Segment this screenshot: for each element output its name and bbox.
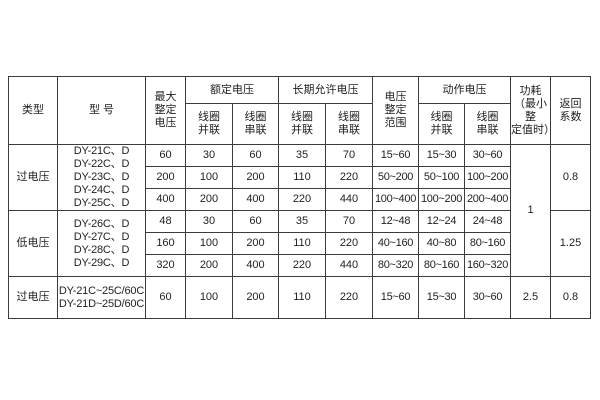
relay-spec-table: 类型 型 号 最大 整定 电压 额定电压 长期允许电压 电压 整定 范围 动作电… xyxy=(8,76,591,319)
cell: 80~160 xyxy=(418,254,465,277)
header-voltage-setting-range: 电压 整定 范围 xyxy=(372,76,419,145)
group3-type: 过电压 xyxy=(8,276,58,319)
cell: 400 xyxy=(232,254,279,277)
cell: 440 xyxy=(325,188,373,211)
table-row: 低电压 DY-26C、D DY-27C、D DY-28C、D DY-29C、D … xyxy=(8,210,591,277)
cell: 220 xyxy=(278,254,326,277)
cell: 400 xyxy=(232,188,279,211)
group1-return-coefficient: 0.8 xyxy=(550,144,591,211)
cell: 320 xyxy=(145,254,186,277)
cell: 15~30 xyxy=(418,144,465,167)
spec-table-container: 类型 型 号 最大 整定 电压 额定电压 长期允许电压 电压 整定 范围 动作电… xyxy=(8,76,591,319)
cell: 220 xyxy=(278,188,326,211)
cell: 110 xyxy=(278,276,326,319)
cell: 440 xyxy=(325,254,373,277)
header-coil-series-operating: 线圈 串联 xyxy=(464,103,511,145)
cell: 24~48 xyxy=(464,210,511,233)
cell: 200 xyxy=(232,276,279,319)
header-type: 类型 xyxy=(8,76,58,145)
header-long-term-voltage: 长期允许电压 xyxy=(278,76,373,104)
cell: 12~48 xyxy=(372,210,419,233)
header-row-2: 线圈 并联 线圈 串联 线圈 并联 线圈 串联 线圈 并联 线圈 串联 xyxy=(9,103,591,145)
cell: 40~160 xyxy=(372,232,419,255)
header-coil-parallel-operating: 线圈 并联 xyxy=(418,103,465,145)
cell: 40~80 xyxy=(418,232,465,255)
header-coil-parallel-longterm: 线圈 并联 xyxy=(278,103,326,145)
table-row: 过电压 DY-21C、D DY-22C、D DY-23C、D DY-24C、D … xyxy=(8,144,591,277)
cell: 100~200 xyxy=(464,166,511,189)
cell: 200 xyxy=(232,166,279,189)
power-consumption-groups-1-2: 1 xyxy=(510,144,551,277)
table-row: 160 100 200 110 220 40~160 40~80 80~160 xyxy=(9,232,591,255)
cell: 200 xyxy=(185,188,233,211)
cell: 35 xyxy=(278,210,326,233)
cell: 60 xyxy=(232,144,279,167)
cell: 110 xyxy=(278,232,326,255)
table-row: 400 200 400 220 440 100~400 100~200 200~… xyxy=(9,188,591,211)
cell: 48 xyxy=(145,210,186,233)
cell: 160~320 xyxy=(464,254,511,277)
cell: 50~200 xyxy=(372,166,419,189)
header-model: 型 号 xyxy=(57,76,146,145)
header-coil-series-longterm: 线圈 串联 xyxy=(325,103,373,145)
group1-models: DY-21C、D DY-22C、D DY-23C、D DY-24C、D DY-2… xyxy=(57,144,146,211)
group3-models: DY-21C~25C/60C DY-21D~25D/60C xyxy=(57,276,146,319)
cell: 200 xyxy=(232,232,279,255)
header-operating-voltage: 动作电压 xyxy=(418,76,511,104)
cell: 15~60 xyxy=(372,276,419,319)
cell: 220 xyxy=(325,166,373,189)
group2-models: DY-26C、D DY-27C、D DY-28C、D DY-29C、D xyxy=(57,210,146,277)
cell: 80~160 xyxy=(464,232,511,255)
cell: 60 xyxy=(145,144,186,167)
cell: 100 xyxy=(185,166,233,189)
header-coil-parallel-rated: 线圈 并联 xyxy=(185,103,233,145)
cell: 220 xyxy=(325,232,373,255)
cell: 50~100 xyxy=(418,166,465,189)
header-power-consumption: 功耗 （最小整 定值时） xyxy=(510,76,551,145)
cell: 70 xyxy=(325,210,373,233)
group3-return-coefficient: 0.8 xyxy=(550,276,591,319)
cell: 100~400 xyxy=(372,188,419,211)
cell: 200~400 xyxy=(464,188,511,211)
group1-type: 过电压 xyxy=(8,144,58,211)
cell: 60 xyxy=(145,276,186,319)
cell: 200 xyxy=(145,166,186,189)
group2-type: 低电压 xyxy=(8,210,58,277)
cell: 200 xyxy=(185,254,233,277)
cell: 100 xyxy=(185,276,233,319)
group2-return-coefficient: 1.25 xyxy=(550,210,591,277)
cell: 15~60 xyxy=(372,144,419,167)
header-row-1: 类型 型 号 最大 整定 电压 额定电压 长期允许电压 电压 整定 范围 动作电… xyxy=(8,76,591,145)
cell: 110 xyxy=(278,166,326,189)
cell: 30 xyxy=(185,144,233,167)
cell: 12~24 xyxy=(418,210,465,233)
cell: 400 xyxy=(145,188,186,211)
cell: 220 xyxy=(325,276,373,319)
cell: 30 xyxy=(185,210,233,233)
cell: 60 xyxy=(232,210,279,233)
cell: 30~60 xyxy=(464,276,511,319)
group3-power-consumption: 2.5 xyxy=(510,276,551,319)
header-coil-series-rated: 线圈 串联 xyxy=(232,103,279,145)
header-return-coefficient: 返回 系数 xyxy=(550,76,591,145)
cell: 35 xyxy=(278,144,326,167)
cell: 100~200 xyxy=(418,188,465,211)
cell: 15~30 xyxy=(418,276,465,319)
header-rated-voltage: 额定电压 xyxy=(185,76,279,104)
cell: 30~60 xyxy=(464,144,511,167)
header-max-setting-voltage: 最大 整定 电压 xyxy=(145,76,186,145)
cell: 70 xyxy=(325,144,373,167)
cell: 100 xyxy=(185,232,233,255)
cell: 160 xyxy=(145,232,186,255)
cell: 80~320 xyxy=(372,254,419,277)
table-row: 过电压 DY-21C~25C/60C DY-21D~25D/60C 60 100… xyxy=(8,276,591,319)
